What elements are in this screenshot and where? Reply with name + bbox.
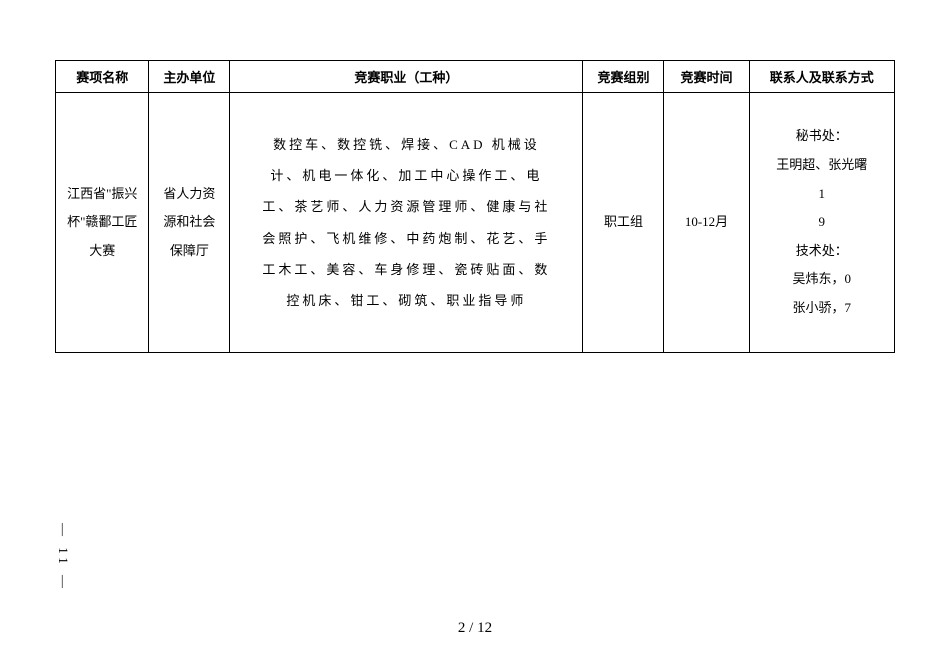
cell-time: 10-12月 (664, 93, 749, 353)
contact-line: 9 (762, 208, 882, 237)
cell-job-type: 数控车、数控铣、焊接、CAD 机械设计、机电一体化、加工中心操作工、电工、茶艺师… (230, 93, 583, 353)
cell-group: 职工组 (583, 93, 664, 353)
header-group: 竞赛组别 (583, 61, 664, 93)
competition-table: 赛项名称 主办单位 竞赛职业（工种） 竞赛组别 竞赛时间 联系人及联系方式 江西… (55, 60, 895, 353)
side-page-marker: — 11 — (55, 523, 71, 592)
header-contact: 联系人及联系方式 (749, 61, 894, 93)
contact-line: 秘书处： (762, 122, 882, 151)
header-time: 竞赛时间 (664, 61, 749, 93)
contact-line: 王明超、张光曙 (762, 151, 882, 180)
contact-line: 1 (762, 180, 882, 209)
contact-line: 技术处： (762, 237, 882, 266)
cell-event-name: 江西省"振兴杯"赣鄱工匠大赛 (56, 93, 149, 353)
contact-line: 吴炜东，0 (762, 265, 882, 294)
header-event-name: 赛项名称 (56, 61, 149, 93)
table-row: 江西省"振兴杯"赣鄱工匠大赛 省人力资源和社会保障厅 数控车、数控铣、焊接、CA… (56, 93, 895, 353)
contact-line: 张小骄，7 (762, 294, 882, 323)
cell-contact: 秘书处： 王明超、张光曙 1 9 技术处： 吴炜东，0 张小骄，7 (749, 93, 894, 353)
header-organizer: 主办单位 (149, 61, 230, 93)
cell-organizer: 省人力资源和社会保障厅 (149, 93, 230, 353)
table-header-row: 赛项名称 主办单位 竞赛职业（工种） 竞赛组别 竞赛时间 联系人及联系方式 (56, 61, 895, 93)
header-job-type: 竞赛职业（工种） (230, 61, 583, 93)
page-number: 2 / 12 (458, 620, 492, 637)
